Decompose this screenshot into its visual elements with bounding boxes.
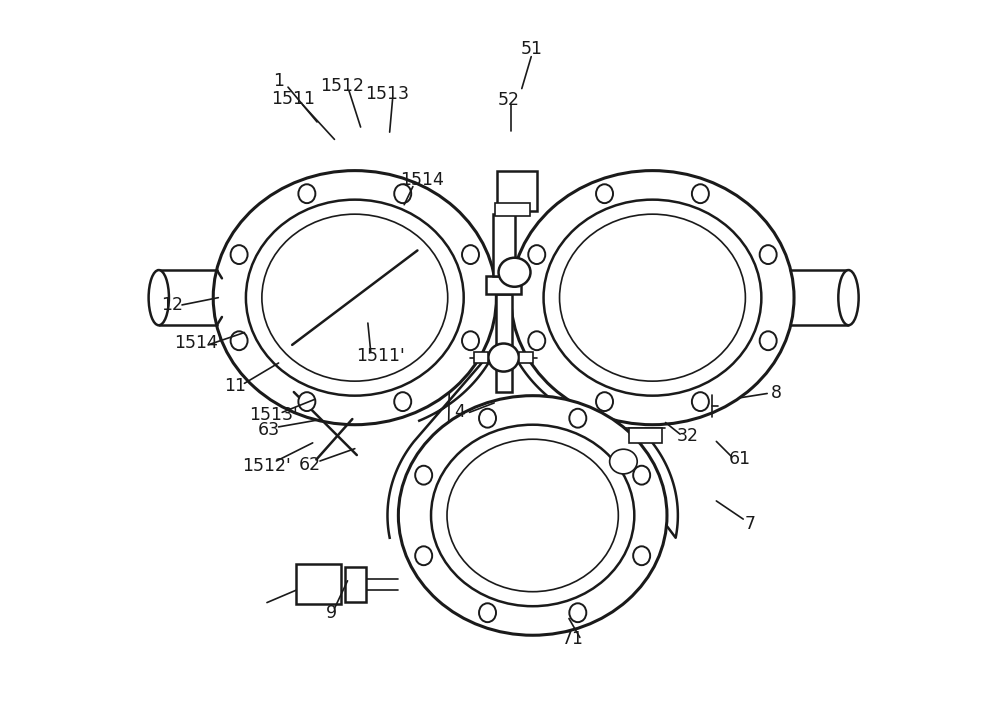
- Text: 1: 1: [273, 73, 284, 90]
- Ellipse shape: [394, 392, 411, 411]
- Ellipse shape: [528, 245, 545, 264]
- Ellipse shape: [415, 546, 432, 565]
- Bar: [474, 353, 488, 363]
- Ellipse shape: [692, 392, 709, 411]
- Ellipse shape: [633, 546, 650, 565]
- Ellipse shape: [569, 603, 586, 622]
- Text: 1513: 1513: [365, 86, 409, 103]
- Ellipse shape: [149, 270, 169, 325]
- Text: 1511: 1511: [271, 91, 315, 108]
- Bar: [345, 567, 366, 602]
- Bar: [495, 203, 530, 216]
- Ellipse shape: [528, 331, 545, 350]
- Ellipse shape: [760, 331, 777, 350]
- Ellipse shape: [415, 466, 432, 485]
- Ellipse shape: [213, 171, 496, 425]
- Ellipse shape: [262, 214, 448, 381]
- Bar: [486, 276, 521, 294]
- Ellipse shape: [462, 331, 479, 350]
- Ellipse shape: [298, 392, 315, 411]
- Text: 52: 52: [498, 91, 520, 109]
- Bar: [496, 294, 512, 392]
- Text: 32: 32: [676, 427, 698, 444]
- Ellipse shape: [298, 184, 315, 203]
- Ellipse shape: [838, 270, 859, 325]
- Text: 1511': 1511': [356, 347, 405, 364]
- Ellipse shape: [569, 409, 586, 428]
- Text: 11: 11: [224, 378, 246, 395]
- Text: 1513': 1513': [249, 407, 298, 424]
- Bar: [497, 171, 537, 211]
- Ellipse shape: [231, 331, 248, 350]
- Ellipse shape: [231, 245, 248, 264]
- Text: 61: 61: [729, 450, 751, 468]
- Ellipse shape: [479, 603, 496, 622]
- Text: 51: 51: [520, 41, 542, 58]
- Text: 12: 12: [161, 296, 183, 314]
- Bar: [493, 214, 515, 276]
- Ellipse shape: [462, 245, 479, 264]
- Text: 1514': 1514': [174, 334, 223, 351]
- Ellipse shape: [760, 245, 777, 264]
- Ellipse shape: [394, 184, 411, 203]
- Ellipse shape: [246, 200, 464, 396]
- Text: 63: 63: [258, 421, 280, 439]
- Text: 7: 7: [745, 515, 756, 533]
- Ellipse shape: [398, 396, 667, 635]
- Ellipse shape: [488, 343, 519, 372]
- Ellipse shape: [544, 200, 761, 396]
- Bar: [296, 565, 341, 604]
- Text: 9: 9: [326, 605, 337, 622]
- Ellipse shape: [560, 214, 745, 381]
- Text: 1514: 1514: [400, 171, 444, 189]
- Ellipse shape: [447, 439, 618, 592]
- Text: 1512': 1512': [242, 457, 291, 475]
- Ellipse shape: [596, 184, 613, 203]
- Ellipse shape: [499, 258, 530, 287]
- Ellipse shape: [610, 449, 637, 474]
- Ellipse shape: [431, 425, 634, 606]
- Text: 71: 71: [562, 630, 584, 648]
- Text: 4: 4: [455, 404, 466, 421]
- Text: 8: 8: [770, 385, 781, 402]
- Ellipse shape: [596, 392, 613, 411]
- Ellipse shape: [633, 466, 650, 485]
- Bar: [629, 428, 662, 443]
- Ellipse shape: [479, 409, 496, 428]
- Text: 62: 62: [299, 456, 321, 473]
- Ellipse shape: [692, 184, 709, 203]
- Bar: [519, 353, 533, 363]
- Text: 1512: 1512: [320, 77, 364, 94]
- Ellipse shape: [511, 171, 794, 425]
